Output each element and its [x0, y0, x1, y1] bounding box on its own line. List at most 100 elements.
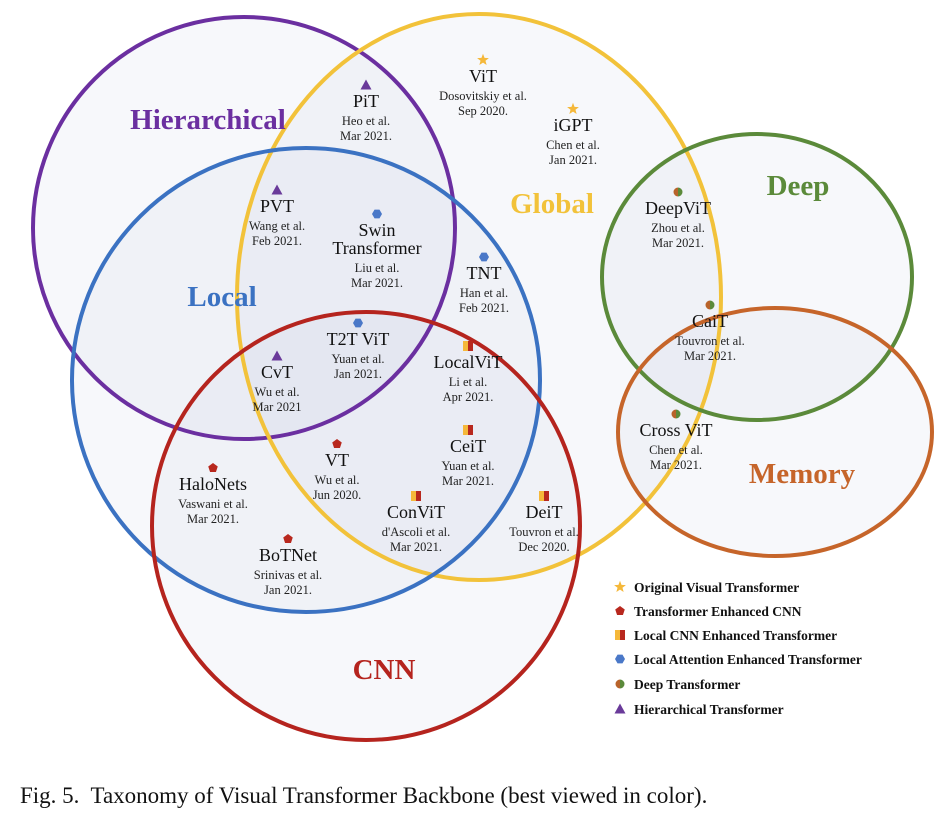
model-marker-icon	[411, 491, 421, 501]
legend-item: Hierarchical Transformer	[614, 702, 784, 717]
model-name: CaiT	[692, 311, 728, 331]
legend-label: Deep Transformer	[634, 677, 740, 692]
star-icon	[614, 580, 626, 593]
model-author: Dosovitskiy et al.	[439, 89, 527, 103]
model-author: Wu et al.	[315, 473, 360, 487]
deep-circle	[600, 132, 914, 422]
model-marker-icon	[477, 53, 489, 66]
model-author: Chen et al.	[649, 443, 703, 457]
model-author: Touvron et al.	[675, 334, 745, 348]
model-name: DeepViT	[645, 198, 711, 218]
model-botnet: BoTNet Srinivas et al.Jan 2021.	[254, 534, 322, 597]
model-name: PVT	[260, 196, 294, 216]
deep-region-fill	[602, 134, 912, 420]
model-marker-icon	[283, 534, 293, 544]
model-igpt: iGPT Chen et al.Jan 2021.	[546, 102, 600, 167]
model-marker-icon	[271, 350, 283, 361]
model-date: Sep 2020.	[458, 104, 508, 118]
memory-circle	[616, 306, 934, 558]
model-author: Touvron et al.	[509, 525, 579, 539]
model-author: Zhou et al.	[651, 221, 705, 235]
model-localvit: LocalViT Li et al.Apr 2021.	[434, 341, 503, 404]
model-date: Mar 2021.	[351, 276, 403, 290]
model-marker-icon	[539, 491, 549, 501]
local-group-label: Local	[187, 281, 256, 313]
model-date: Mar 2021.	[340, 129, 392, 143]
legend-item: Original Visual Transformer	[614, 580, 799, 595]
model-tnt: TNT Han et al.Feb 2021.	[459, 252, 509, 315]
model-t2t-vit: T2T ViT Yuan et al.Jan 2021.	[327, 318, 390, 381]
legend-item: Transformer Enhanced CNN	[615, 604, 802, 619]
hierarchical-circle	[31, 15, 457, 441]
model-name: CeiT	[450, 436, 486, 456]
model-marker-icon	[332, 439, 342, 449]
model-date: Mar 2021.	[187, 512, 239, 526]
model-name: CvT	[261, 362, 293, 382]
model-date: Mar 2021.	[650, 458, 702, 472]
memory-group-label: Memory	[749, 458, 856, 490]
model-name: VT	[325, 450, 349, 470]
model-date: Jan 2021.	[549, 153, 597, 167]
hierarchical-group-label: Hierarchical	[130, 104, 286, 136]
model-marker-icon	[567, 102, 579, 115]
model-name: Swin Transformer	[332, 220, 421, 258]
model-name: Cross ViT	[639, 420, 712, 440]
model-cait: CaiT Touvron et al.Mar 2021.	[675, 300, 745, 363]
square-icon	[615, 630, 625, 640]
model-name: DeiT	[526, 502, 563, 522]
pentagon-icon	[615, 606, 625, 616]
model-name: PiT	[353, 91, 379, 111]
model-author: Vaswani et al.	[178, 497, 248, 511]
legend-item: Local CNN Enhanced Transformer	[615, 628, 837, 643]
model-marker-icon	[271, 184, 283, 195]
model-author: Li et al.	[449, 375, 488, 389]
model-date: Feb 2021.	[252, 234, 302, 248]
global-group-label: Global	[510, 188, 594, 220]
model-marker-icon	[463, 425, 473, 435]
model-pvt: PVT Wang et al.Feb 2021.	[249, 184, 305, 248]
model-marker-icon	[360, 79, 372, 90]
venn-diagram: Hierarchical Global Local CNN Deep Memory ViT D…	[31, 12, 934, 742]
model-vit: ViT Dosovitskiy et al.Sep 2020.	[439, 53, 527, 118]
circle-icon	[615, 679, 625, 689]
model-author: Wang et al.	[249, 219, 305, 233]
local-region-fill	[72, 148, 540, 612]
global-circle	[235, 12, 723, 582]
model-author: Wu et al.	[255, 385, 300, 399]
model-marker-icon	[705, 300, 715, 310]
legend-label: Transformer Enhanced CNN	[634, 604, 802, 619]
model-author: d'Ascoli et al.	[382, 525, 451, 539]
cnn-group-label: CNN	[353, 654, 416, 686]
model-author: Srinivas et al.	[254, 568, 322, 582]
cnn-circle	[150, 310, 582, 742]
model-date: Mar 2021.	[684, 349, 736, 363]
model-marker-icon	[673, 187, 683, 197]
hexagon-icon	[615, 654, 625, 664]
legend-item: Local Attention Enhanced Transformer	[615, 652, 862, 667]
legend-label: Local Attention Enhanced Transformer	[634, 652, 862, 667]
model-date: Jan 2021.	[264, 583, 312, 597]
figure-caption: Fig. 5. Taxonomy of Visual Transformer B…	[20, 783, 708, 808]
model-author: Liu et al.	[355, 261, 400, 275]
model-name: ConViT	[387, 502, 445, 522]
legend-label: Hierarchical Transformer	[634, 702, 784, 717]
model-name: LocalViT	[434, 352, 503, 372]
model-author: Heo et al.	[342, 114, 390, 128]
model-date: Apr 2021.	[443, 390, 494, 404]
model-name: HaloNets	[179, 474, 247, 494]
model-marker-icon	[463, 341, 473, 351]
legend-label: Local CNN Enhanced Transformer	[634, 628, 837, 643]
model-name: iGPT	[553, 115, 592, 135]
legend-label: Original Visual Transformer	[634, 580, 799, 595]
model-name: T2T ViT	[327, 329, 390, 349]
legend-item: Deep Transformer	[615, 677, 740, 692]
triangle-icon	[614, 703, 626, 714]
model-cross-vit: Cross ViT Chen et al.Mar 2021.	[639, 409, 713, 472]
model-date: Mar 2021.	[390, 540, 442, 554]
model-author: Yuan et al.	[441, 459, 494, 473]
model-name: BoTNet	[259, 545, 317, 565]
memory-region-fill	[618, 308, 932, 556]
model-author: Han et al.	[460, 286, 508, 300]
model-swin-transformer: Swin Transformer Liu et al.Mar 2021.	[332, 209, 422, 290]
